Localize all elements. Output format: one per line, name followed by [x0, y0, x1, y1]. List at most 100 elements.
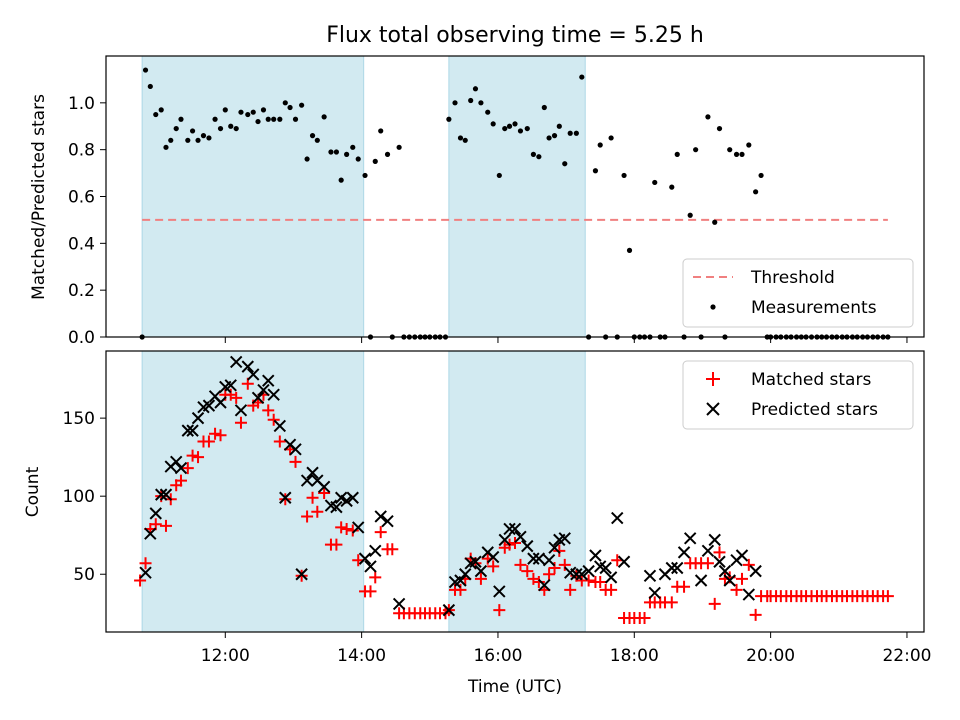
ratio-legend: Threshold Measurements	[682, 258, 914, 328]
predicted-star-point	[247, 368, 260, 381]
matched-star-point	[134, 574, 147, 587]
measurement-point	[517, 128, 524, 134]
predicted-star-point	[149, 507, 162, 520]
predicted-star-point	[155, 488, 168, 501]
predicted-star-point	[442, 603, 456, 617]
y-tick-label: 100	[63, 487, 95, 507]
predicted-star-point	[295, 568, 308, 581]
predicted-star-point	[317, 480, 331, 494]
measurement-point	[206, 135, 212, 141]
measurement-point	[378, 128, 384, 134]
measurement-point	[233, 125, 239, 132]
measurement-point	[222, 107, 228, 113]
matched-star-point	[330, 538, 343, 551]
matched-star-point	[192, 451, 205, 464]
measurement-point	[727, 147, 733, 153]
matched-star-point	[139, 557, 152, 570]
measurement-point	[597, 142, 603, 148]
matched-star-point	[234, 416, 247, 429]
predicted-star-point	[575, 568, 589, 581]
observing-interval-shade	[141, 55, 365, 338]
measurement-point	[238, 109, 244, 115]
matched-star-point	[159, 519, 172, 532]
predicted-star-point	[713, 555, 726, 568]
measurement-point	[260, 107, 267, 113]
measurement-point	[567, 130, 573, 136]
y-tick-label: 0.2	[68, 281, 95, 301]
measurement-point	[485, 109, 491, 115]
measurement-point	[265, 116, 271, 122]
predicted-star-point	[611, 511, 624, 525]
matched-star-point	[209, 427, 222, 440]
measurement-point	[158, 107, 164, 113]
measurement-point	[693, 147, 699, 153]
measurement-point	[716, 125, 723, 132]
measurement-point	[733, 151, 740, 157]
matched-star-point	[346, 524, 359, 537]
matched-star-point	[543, 568, 556, 581]
measurement-point	[217, 125, 224, 132]
matched-star-point	[289, 455, 302, 468]
predicted-star-point	[742, 588, 756, 601]
matched-star-point	[713, 546, 726, 559]
measurement-point	[579, 74, 585, 80]
predicted-star-point	[718, 564, 732, 578]
y-tick-label: 0.8	[68, 141, 95, 161]
matched-star-point	[273, 435, 286, 448]
measurement-point	[189, 128, 196, 134]
measurement-point	[309, 133, 316, 139]
measurement-point	[178, 116, 184, 122]
count-legend-box	[682, 360, 914, 430]
measurement-point	[384, 151, 391, 157]
measurement-point	[212, 116, 218, 122]
predicted-star-point	[548, 541, 561, 554]
matched-star-point	[730, 583, 743, 596]
matched-star-point	[364, 585, 377, 598]
predicted-star-point	[683, 532, 697, 545]
y-tick-label: 1.0	[68, 94, 95, 114]
measurement-point	[344, 151, 350, 157]
measurement-point	[530, 151, 537, 157]
predicted-star-point	[262, 374, 275, 387]
measurement-point	[524, 125, 530, 132]
measurement-point	[705, 114, 711, 120]
predicted-star-point	[735, 549, 749, 562]
predicted-star-point	[340, 494, 353, 508]
matched-star-point	[735, 572, 748, 585]
predicted-star-point	[459, 568, 472, 581]
measurement-point	[669, 184, 675, 190]
matched-star-point	[202, 435, 215, 448]
matched-star-point	[186, 449, 199, 462]
predicted-star-point	[454, 574, 467, 587]
measurement-point	[185, 137, 191, 143]
measurement-point	[299, 102, 305, 108]
predicted-star-point	[542, 553, 556, 567]
measurement-point	[271, 116, 277, 122]
measurement-point	[502, 125, 508, 132]
measurement-point	[556, 123, 562, 129]
measurement-point	[562, 161, 568, 167]
predicted-star-point	[486, 550, 500, 564]
matched-star-point	[521, 565, 534, 578]
predicted-star-point	[671, 561, 684, 575]
measurement-point	[245, 111, 251, 118]
observing-interval-shade	[448, 350, 586, 633]
measurement-point	[362, 172, 368, 179]
measurement-point	[546, 135, 552, 141]
predicted-star-point	[677, 546, 691, 559]
predicted-star-point	[170, 455, 183, 469]
predicted-star-point	[532, 552, 546, 565]
matched-star-point	[564, 583, 577, 596]
measurement-point	[163, 144, 169, 150]
predicted-star-point	[469, 555, 482, 568]
measurement-point	[250, 109, 256, 115]
measurement-point	[592, 168, 599, 174]
x-tick-label: 22:00	[882, 646, 931, 666]
measurement-point	[304, 156, 310, 162]
y-tick-label: 0.6	[68, 188, 95, 208]
predicted-star-point	[181, 424, 195, 437]
predicted-star-point	[723, 574, 736, 587]
legend-measurements-swatch	[710, 304, 716, 310]
count-panel-frame	[105, 350, 925, 633]
